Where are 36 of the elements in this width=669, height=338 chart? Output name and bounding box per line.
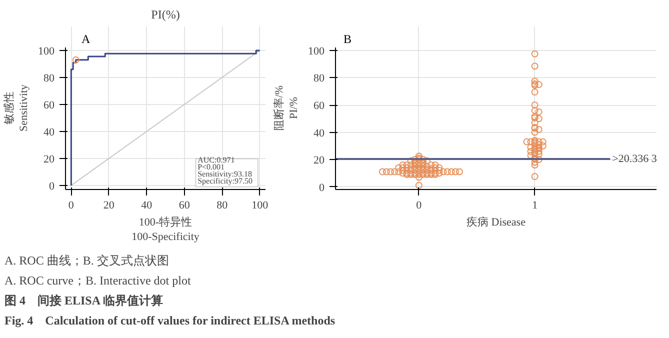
ref-line-label: >20.336 3 xyxy=(612,153,658,166)
y-tick-label: 60 xyxy=(44,99,55,112)
annotation: Specificity:97.50 xyxy=(198,176,252,186)
y-tick-label: 20 xyxy=(314,154,325,167)
x-tick-label: 1 xyxy=(532,200,538,212)
y-tick-label: 40 xyxy=(314,127,325,140)
y-tick-label: 0 xyxy=(319,182,325,194)
y-tick-label: 100 xyxy=(308,45,325,58)
x-tick-label: 60 xyxy=(178,200,190,212)
text: B xyxy=(344,32,352,46)
x-tick-label: 40 xyxy=(141,200,153,212)
y-tick-label: 80 xyxy=(314,72,325,85)
x-tick-label: 0 xyxy=(68,200,74,212)
chart-title: PI(%) xyxy=(151,8,180,22)
y-tick-label: 20 xyxy=(44,153,55,166)
annotation: P<0.001 xyxy=(198,162,225,172)
x-tick-label: 80 xyxy=(216,200,228,212)
y-tick-label: 40 xyxy=(44,126,55,138)
annotation: Sensitivity:93.18 xyxy=(198,170,252,179)
annotation: AUC:0.971 xyxy=(198,156,235,165)
y-tick-label: 100 xyxy=(38,45,55,58)
x-tick-label: 20 xyxy=(103,200,115,212)
x-tick-label: 0 xyxy=(416,200,422,212)
x-axis-title: 100-特异性 100-Specificity xyxy=(132,216,200,243)
caption: 图 4 间接 ELISA 临界值计算 xyxy=(4,294,163,308)
y-axis-title: 敏感性 Sensitivity xyxy=(2,84,30,132)
x-tick-label: 100 xyxy=(252,200,269,212)
y-axis-title: 阻断率/% PI/% xyxy=(272,85,300,131)
text: A. ROC 曲线；B. 交叉式点状图 xyxy=(4,254,169,268)
x-axis-title: 疾病 Disease xyxy=(466,216,526,228)
text: A. ROC curve；B. Interactive dot plot xyxy=(4,274,192,288)
text: A xyxy=(82,32,90,46)
y-tick-label: 80 xyxy=(44,72,55,84)
caption: Fig. 4 Calculation of cut-off values for indirect ELISA methods xyxy=(4,314,336,328)
y-tick-label: 60 xyxy=(314,100,325,112)
y-tick-label: 0 xyxy=(49,180,55,192)
